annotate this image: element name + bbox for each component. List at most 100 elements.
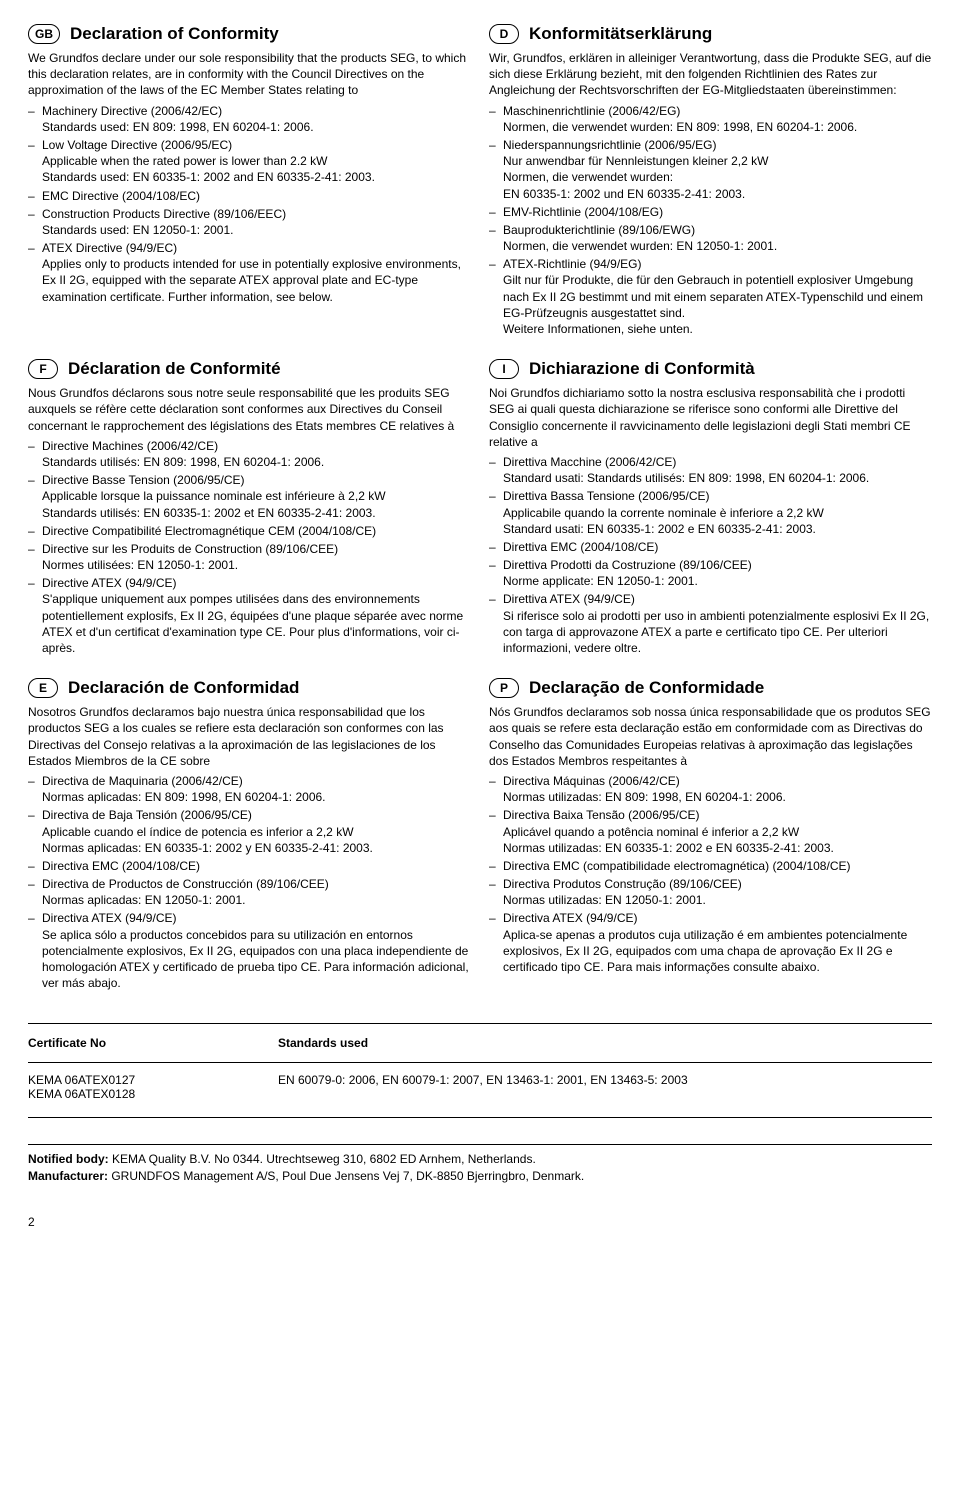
directive-item: Directiva EMC (compatibilidade electroma…	[489, 858, 932, 874]
directive-line: Applicable lorsque la puissance nominale…	[42, 488, 471, 504]
cert-no: KEMA 06ATEX0128	[28, 1087, 218, 1101]
section-heading: E Declaración de Conformidad	[28, 678, 471, 698]
directive-title: Machinery Directive (2006/42/EC)	[42, 103, 471, 119]
directive-line: Nur anwendbar für Nennleistungen kleiner…	[503, 153, 932, 169]
directive-item: Directive Machines (2006/42/CE)Standards…	[28, 438, 471, 470]
section-title: Declaration of Conformity	[70, 24, 279, 44]
directive-title: Directiva Máquinas (2006/42/CE)	[503, 773, 932, 789]
directive-line: Normas aplicadas: EN 60335-1: 2002 y EN …	[42, 840, 471, 856]
cert-no: KEMA 06ATEX0127	[28, 1073, 218, 1087]
directive-item: Directive sur les Produits de Constructi…	[28, 541, 471, 573]
directive-title: Low Voltage Directive (2006/95/EC)	[42, 137, 471, 153]
directive-title: Directive sur les Produits de Constructi…	[42, 541, 471, 557]
section-heading: P Declaração de Conformidade	[489, 678, 932, 698]
directive-title: EMC Directive (2004/108/EC)	[42, 188, 471, 204]
section-title: Konformitätserklärung	[529, 24, 712, 44]
section-heading: IDichiarazione di Conformità	[489, 359, 932, 379]
country-badge: P	[489, 678, 519, 698]
cert-header-standards: Standards used	[278, 1036, 932, 1050]
directive-title: Directiva de Baja Tensión (2006/95/CE)	[42, 807, 471, 823]
directive-line: Applicabile quando la corrente nominale …	[503, 505, 932, 521]
country-badge: E	[28, 678, 58, 698]
cert-numbers: KEMA 06ATEX0127 KEMA 06ATEX0128	[28, 1073, 218, 1101]
section-intro: Nous Grundfos déclarons sous notre seule…	[28, 385, 471, 434]
cert-header-row: Certificate No Standards used	[28, 1036, 932, 1050]
directive-item: EMC Directive (2004/108/EC)	[28, 188, 471, 204]
declaration-section: GB Declaration of Conformity We Grundfos d…	[28, 24, 471, 337]
directive-item: Directiva Produtos Construção (89/106/CE…	[489, 876, 932, 908]
directive-line: Standards utilisés: EN 60335-1: 2002 et …	[42, 505, 471, 521]
directive-item: Low Voltage Directive (2006/95/EC)Applic…	[28, 137, 471, 186]
directive-item: Construction Products Directive (89/106/…	[28, 206, 471, 238]
directive-line: Si riferisce solo ai prodotti per uso in…	[503, 608, 932, 657]
directive-title: EMV-Richtlinie (2004/108/EG)	[503, 204, 932, 220]
directive-line: Standards utilisés: EN 809: 1998, EN 602…	[42, 454, 471, 470]
notified-body-label: Notified body:	[28, 1152, 109, 1166]
directive-title: Directiva Produtos Construção (89/106/CE…	[503, 876, 932, 892]
declaration-section: F Déclaration de Conformité Nous Grundfos …	[28, 359, 471, 656]
section-title: Declaración de Conformidad	[68, 678, 299, 698]
directive-line: Weitere Informationen, siehe unten.	[503, 321, 932, 337]
manufacturer-text: GRUNDFOS Management A/S, Poul Due Jensen…	[108, 1169, 584, 1183]
directive-item: Directiva de Baja Tensión (2006/95/CE)Ap…	[28, 807, 471, 856]
certificate-table: Certificate No Standards used KEMA 06ATE…	[28, 1023, 932, 1118]
directive-item: Direttiva EMC (2004/108/CE)	[489, 539, 932, 555]
section-intro: Nosotros Grundfos declaramos bajo nuestr…	[28, 704, 471, 769]
directive-item: Niederspannungsrichtlinie (2006/95/EG)Nu…	[489, 137, 932, 202]
declaration-section: E Declaración de Conformidad Nosotros Grun…	[28, 678, 471, 991]
directive-title: Directiva ATEX (94/9/CE)	[42, 910, 471, 926]
directive-list: Maschinenrichtlinie (2006/42/EG) Normen, …	[489, 103, 932, 338]
directive-line: Applies only to products intended for us…	[42, 256, 471, 305]
directive-line: Standards used: EN 809: 1998, EN 60204-1…	[42, 119, 471, 135]
directive-line: Normas utilizadas: EN 60335-1: 2002 e EN…	[503, 840, 932, 856]
directive-line: Aplicable cuando el índice de potencia e…	[42, 824, 471, 840]
directive-title: Directive Basse Tension (2006/95/CE)	[42, 472, 471, 488]
section-title: Dichiarazione di Conformità	[529, 359, 755, 379]
country-badge: GB	[28, 24, 60, 44]
directive-title: Maschinenrichtlinie (2006/42/EG)	[503, 103, 932, 119]
directive-item: Directive ATEX (94/9/CE)S'applique uniqu…	[28, 575, 471, 656]
directive-title: Bauprodukterichtlinie (89/106/EWG)	[503, 222, 932, 238]
directive-list: Directiva de Maquinaria (2006/42/CE)Norm…	[28, 773, 471, 991]
cert-header-no: Certificate No	[28, 1036, 218, 1050]
directive-line: Normas aplicadas: EN 12050-1: 2001.	[42, 892, 471, 908]
directive-list: Direttiva Macchine (2006/42/CE)Standard …	[489, 454, 932, 656]
directive-line: Standards used: EN 60335-1: 2002 and EN …	[42, 169, 471, 185]
directive-title: Directive Compatibilité Electromagnétiqu…	[42, 523, 471, 539]
directive-title: Directiva de Productos de Construcción (…	[42, 876, 471, 892]
directive-title: ATEX Directive (94/9/EC)	[42, 240, 471, 256]
directive-line: Standards used: EN 12050-1: 2001.	[42, 222, 471, 238]
country-badge: F	[28, 359, 58, 379]
directive-list: Directive Machines (2006/42/CE)Standards…	[28, 438, 471, 656]
directive-line: S'applique uniquement aux pompes utilisé…	[42, 591, 471, 656]
directive-title: Directive Machines (2006/42/CE)	[42, 438, 471, 454]
section-title: Déclaration de Conformité	[68, 359, 281, 379]
directive-title: Direttiva Prodotti da Costruzione (89/10…	[503, 557, 932, 573]
directive-title: Directive ATEX (94/9/CE)	[42, 575, 471, 591]
directive-item: Directiva ATEX (94/9/CE)Aplica-se apenas…	[489, 910, 932, 975]
directive-item: Bauprodukterichtlinie (89/106/EWG)Normen…	[489, 222, 932, 254]
directive-title: Direttiva EMC (2004/108/CE)	[503, 539, 932, 555]
directive-title: Direttiva ATEX (94/9/CE)	[503, 591, 932, 607]
notified-body-text: KEMA Quality B.V. No 0344. Utrechtseweg …	[109, 1152, 536, 1166]
directive-item: ATEX Directive (94/9/EC)Applies only to …	[28, 240, 471, 305]
section-intro: Noi Grundfos dichiariamo sotto la nostra…	[489, 385, 932, 450]
directive-line: Normas utilizadas: EN 12050-1: 2001.	[503, 892, 932, 908]
directive-line: Gilt nur für Produkte, die für den Gebra…	[503, 272, 932, 321]
manufacturer: Manufacturer: GRUNDFOS Management A/S, P…	[28, 1168, 932, 1185]
notified-body: Notified body: KEMA Quality B.V. No 0344…	[28, 1151, 932, 1168]
country-badge: D	[489, 24, 519, 44]
directive-item: Directiva Baixa Tensão (2006/95/CE)Aplic…	[489, 807, 932, 856]
section-intro: We Grundfos declare under our sole respo…	[28, 50, 471, 99]
directive-line: Aplica-se apenas a produtos cuja utiliza…	[503, 927, 932, 976]
directive-title: Construction Products Directive (89/106/…	[42, 206, 471, 222]
directive-line: Applicable when the rated power is lower…	[42, 153, 471, 169]
section-title: Declaração de Conformidade	[529, 678, 764, 698]
section-intro: Wir, Grundfos, erklären in alleiniger Ve…	[489, 50, 932, 99]
directive-item: EMV-Richtlinie (2004/108/EG)	[489, 204, 932, 220]
directive-line: Normas utilizadas: EN 809: 1998, EN 6020…	[503, 789, 932, 805]
directive-title: Directiva Baixa Tensão (2006/95/CE)	[503, 807, 932, 823]
page-number: 2	[28, 1215, 932, 1229]
directive-line: Normen, die verwendet wurden:	[503, 169, 932, 185]
directive-title: Directiva ATEX (94/9/CE)	[503, 910, 932, 926]
